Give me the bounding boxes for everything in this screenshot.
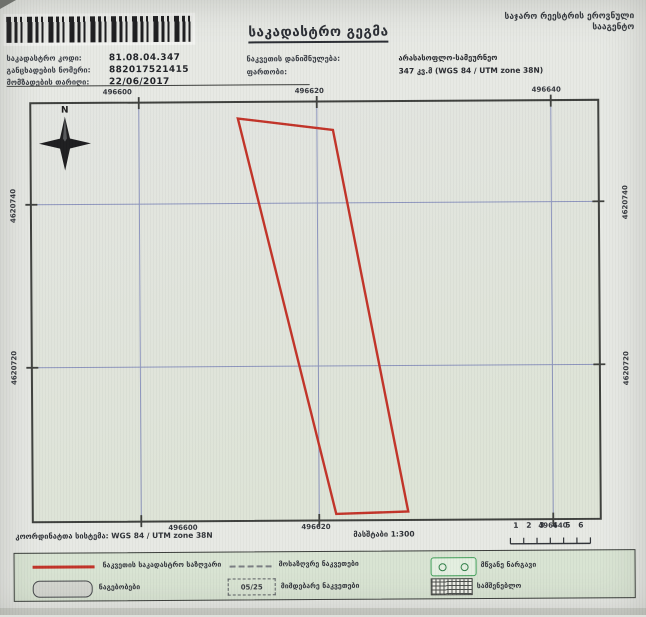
- legend-label-buildings: ნაგებობები: [99, 583, 141, 591]
- cadastral-map: N: [23, 92, 609, 530]
- barcode: [6, 16, 192, 43]
- top-easting-2: 496620: [295, 87, 324, 95]
- legend-label-parcel-boundary: ნაკვეთის საკადასტრო საზღვარი: [103, 561, 222, 570]
- left-northing-1: 4620740: [9, 186, 17, 226]
- right-northing-2: 4620720: [622, 348, 630, 388]
- agency-line1: საჯარო რეესტრის ეროვნული: [504, 11, 634, 23]
- application-number-label: განცხადების ნომერი:: [7, 64, 107, 77]
- bottom-easting-1: 496600: [168, 524, 197, 532]
- application-number-value: 882017521415: [109, 65, 189, 75]
- top-easting-1: 496600: [103, 88, 132, 96]
- green-planting-swatch: [431, 557, 477, 576]
- legend-label-adjacent-parcels: მიმდებარე ნაკვეთები: [281, 582, 360, 590]
- parcel-boundary-swatch: [33, 565, 95, 568]
- scale-num: 2: [522, 521, 535, 530]
- photo-corner-shadow: [0, 0, 16, 9]
- adjacent-parcel-number-swatch: 05/25: [228, 578, 276, 595]
- meta-application-number: განცხადების ნომერი: 882017521415: [7, 64, 189, 77]
- page-title: საკადასტრო გეგმა: [248, 24, 388, 44]
- area-label: ფართობი:: [247, 65, 341, 79]
- map-legend: ნაკვეთის საკადასტრო საზღვარი ნაგებობები …: [13, 549, 635, 602]
- scale-num: 1: [509, 521, 522, 530]
- parcel-meta-values: არასასოფლო-სამეურნეო 347 კვ.მ (WGS 84 / …: [398, 51, 543, 78]
- scale-num: 5: [561, 520, 574, 529]
- legend-label-hatched-area: სამშენებლო: [477, 582, 522, 590]
- scale-bar: 1 2 3 4 5 6: [509, 520, 593, 549]
- scale-num: 6: [574, 520, 587, 529]
- left-northing-2: 4620720: [10, 348, 18, 388]
- compass-north-label: N: [61, 106, 69, 116]
- cadastral-code-value: 81.08.04.347: [109, 53, 180, 63]
- scale-bar-ruler: [509, 536, 593, 545]
- meta-cadastral-code: საკადასტრო კოდი: 81.08.04.347: [6, 52, 188, 65]
- purpose-value: არასასოფლო-სამეურნეო: [398, 51, 543, 65]
- preparation-date-label: მომზადების თარიღი:: [7, 76, 107, 89]
- agency-line2: სააგენტო: [505, 22, 635, 34]
- parcel-meta-labels: ნაკვეთის დანიშნულება: ფართობი:: [246, 52, 340, 79]
- hatched-area-swatch: [431, 578, 473, 595]
- legend-label-green-planting: მწვანე ნარგავი: [481, 561, 537, 569]
- photo-edge-shadow: [0, 608, 646, 615]
- building-swatch: [33, 580, 93, 597]
- scale-note: მასშტაბი 1:300: [353, 529, 414, 538]
- map-border: [30, 100, 601, 522]
- document-meta: საკადასტრო კოდი: 81.08.04.347 განცხადები…: [6, 52, 189, 89]
- meta-preparation-date: მომზადების თარიღი: 22/06/2017: [7, 76, 189, 89]
- bottom-easting-2: 496620: [301, 523, 330, 531]
- neighbor-parcel-swatch: [230, 565, 272, 567]
- legend-label-neighbor-parcels: მოსაზღვრე ნაკვეთები: [279, 560, 359, 568]
- coordinate-system-note: კოორდინატთა სისტემა: WGS 84 / UTM zone 3…: [15, 531, 212, 541]
- scale-num: 4: [548, 521, 561, 530]
- scale-bar-numbers: 1 2 3 4 5 6: [509, 520, 593, 530]
- area-value: 347 კვ.მ (WGS 84 / UTM zone 38N): [399, 64, 544, 78]
- scale-num: 3: [535, 521, 548, 530]
- purpose-label: ნაკვეთის დანიშნულება:: [246, 52, 340, 66]
- top-easting-3: 496640: [532, 86, 561, 94]
- right-northing-1: 4620740: [621, 182, 629, 222]
- cadastral-code-label: საკადასტრო კოდი:: [6, 52, 106, 65]
- agency-name: საჯარო რეესტრის ეროვნული სააგენტო: [504, 11, 634, 34]
